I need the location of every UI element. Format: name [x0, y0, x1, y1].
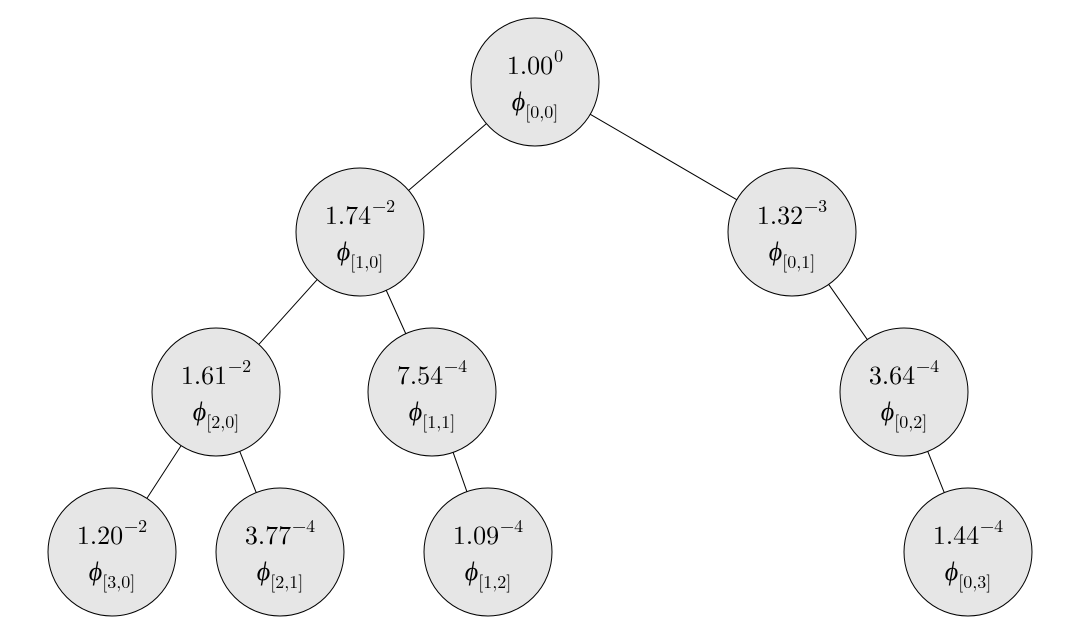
tree-edge	[386, 290, 405, 333]
node-circle	[48, 488, 176, 616]
node-circle	[840, 328, 968, 456]
node-circle	[904, 488, 1032, 616]
node-circle	[424, 488, 552, 616]
tree-node: 1.32−3ϕ[0,1]	[728, 168, 856, 296]
node-circle	[368, 328, 496, 456]
tree-node: 1.000ϕ[0,0]	[471, 18, 599, 146]
tree-node: 3.77−4ϕ[2,1]	[216, 488, 344, 616]
tree-edge	[147, 446, 181, 499]
tree-edge	[829, 284, 868, 339]
node-circle	[216, 488, 344, 616]
tree-node: 1.44−4ϕ[0,3]	[904, 488, 1032, 616]
node-circle	[296, 168, 424, 296]
tree-node: 1.20−2ϕ[3,0]	[48, 488, 176, 616]
tree-node: 1.61−2ϕ[2,0]	[152, 328, 280, 456]
tree-node: 1.74−2ϕ[1,0]	[296, 168, 424, 296]
tree-edge	[409, 124, 487, 191]
tree-edge	[453, 452, 467, 491]
tree-node: 3.64−4ϕ[0,2]	[840, 328, 968, 456]
node-circle	[471, 18, 599, 146]
node-circle	[152, 328, 280, 456]
tree-node: 1.09−4ϕ[1,2]	[424, 488, 552, 616]
nodes-layer: 1.000ϕ[0,0] 1.74−2ϕ[1,0] 1.32−3ϕ[0,1] 1.61−…	[48, 18, 1032, 616]
tree-node: 7.54−4ϕ[1,1]	[368, 328, 496, 456]
node-circle	[728, 168, 856, 296]
tree-edge	[259, 280, 317, 345]
tree-edge	[240, 451, 256, 492]
tree-diagram: 1.000ϕ[0,0] 1.74−2ϕ[1,0] 1.32−3ϕ[0,1] 1.61−…	[0, 0, 1071, 640]
tree-edge	[928, 451, 944, 492]
edges-layer	[147, 114, 944, 498]
tree-edge	[590, 114, 736, 199]
